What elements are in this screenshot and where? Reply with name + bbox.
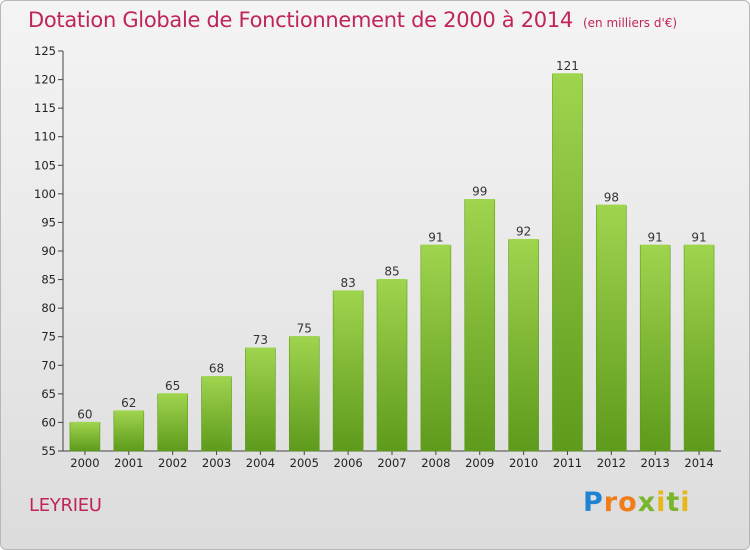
bar-2011 (552, 73, 583, 452)
bar-2002 (157, 393, 188, 452)
bar-2010 (508, 239, 539, 452)
y-tick-label: 60 (41, 415, 56, 429)
y-tick-label: 125 (34, 44, 56, 58)
logo-letter: t (666, 487, 681, 518)
bar-value-label: 83 (340, 276, 355, 290)
y-tick-label: 55 (41, 444, 56, 458)
bar-value-label: 92 (516, 225, 531, 239)
bar-value-label: 62 (121, 396, 136, 410)
title-text: Dotation Globale de Fonctionnement de 20… (28, 8, 573, 32)
x-tick-label: 2011 (553, 456, 582, 470)
bar-value-label: 121 (556, 59, 579, 73)
bar-value-label: 75 (297, 322, 312, 336)
y-tick-label: 110 (34, 130, 56, 144)
y-tick-label: 100 (34, 187, 56, 201)
y-tick-label: 65 (41, 387, 56, 401)
y-tick-label: 75 (41, 330, 56, 344)
x-tick-label: 2004 (246, 456, 275, 470)
y-tick-label: 90 (41, 244, 56, 258)
bar-2009 (464, 199, 496, 452)
logo-letter: P (583, 487, 604, 518)
bar-value-label: 68 (209, 362, 224, 376)
y-tick-label: 115 (34, 101, 56, 115)
x-tick-label: 2003 (202, 456, 231, 470)
bar-2006 (332, 290, 364, 452)
bar-2013 (639, 244, 671, 452)
axes: 55 60 65 70 75 80 85 90 95 100 105 110 115 120 125 2000… (34, 44, 721, 470)
x-tick-label: 2009 (465, 456, 494, 470)
bar-2005 (288, 336, 320, 452)
x-tick-label: 2002 (158, 456, 187, 470)
logo-letter: o (618, 487, 638, 518)
bar-value-label: 91 (648, 230, 663, 244)
bar-value-label: 65 (165, 379, 180, 393)
bars (69, 73, 715, 452)
x-tick-label: 2005 (290, 456, 319, 470)
bar-2008 (420, 244, 452, 452)
y-tick-label: 95 (41, 215, 56, 229)
x-tick-label: 2014 (684, 456, 713, 470)
x-tick-label: 2010 (509, 456, 538, 470)
proxiti-logo[interactable]: Proxiti (583, 487, 691, 518)
logo-letter: r (603, 487, 619, 518)
bar-value-label: 60 (77, 407, 92, 421)
y-tick-label: 85 (41, 273, 56, 287)
bar-value-label: 73 (253, 333, 268, 347)
bar-value-label: 99 (472, 185, 487, 199)
chart-title: Dotation Globale de Fonctionnement de 20… (28, 8, 677, 32)
chart-subtitle: (en milliers d'€) (582, 16, 678, 30)
y-tick-label: 70 (41, 358, 56, 372)
x-tick-label: 2007 (377, 456, 406, 470)
logo-letter: i (680, 487, 691, 518)
bar-2012 (596, 204, 627, 452)
x-tick-label: 2013 (641, 456, 670, 470)
y-tick-label: 120 (34, 73, 56, 87)
bar-value-label: 91 (691, 230, 706, 244)
x-tick-label: 2000 (70, 456, 99, 470)
bar-value-label: 98 (604, 190, 619, 204)
bar-2000 (69, 422, 101, 452)
bar-2007 (376, 279, 408, 452)
logo-letter: i (656, 487, 667, 518)
x-tick-label: 2008 (421, 456, 450, 470)
bar-2003 (201, 376, 232, 452)
logo-letter: x (637, 487, 657, 518)
bar-value-label: 85 (384, 265, 399, 279)
bar-2014 (683, 244, 715, 452)
y-tick-label: 105 (34, 158, 56, 172)
y-tick-label: 80 (41, 301, 56, 315)
x-tick-label: 2006 (333, 456, 362, 470)
value-labels: 60 62 65 68 73 75 83 85 91 99 92 121 98 91 91 (77, 59, 706, 422)
bar-2001 (113, 410, 145, 452)
x-tick-label: 2001 (114, 456, 143, 470)
commune-name: LEYRIEU (29, 495, 102, 516)
bar-value-label: 91 (428, 230, 443, 244)
x-tick-label: 2012 (597, 456, 626, 470)
bar-2004 (245, 347, 276, 452)
